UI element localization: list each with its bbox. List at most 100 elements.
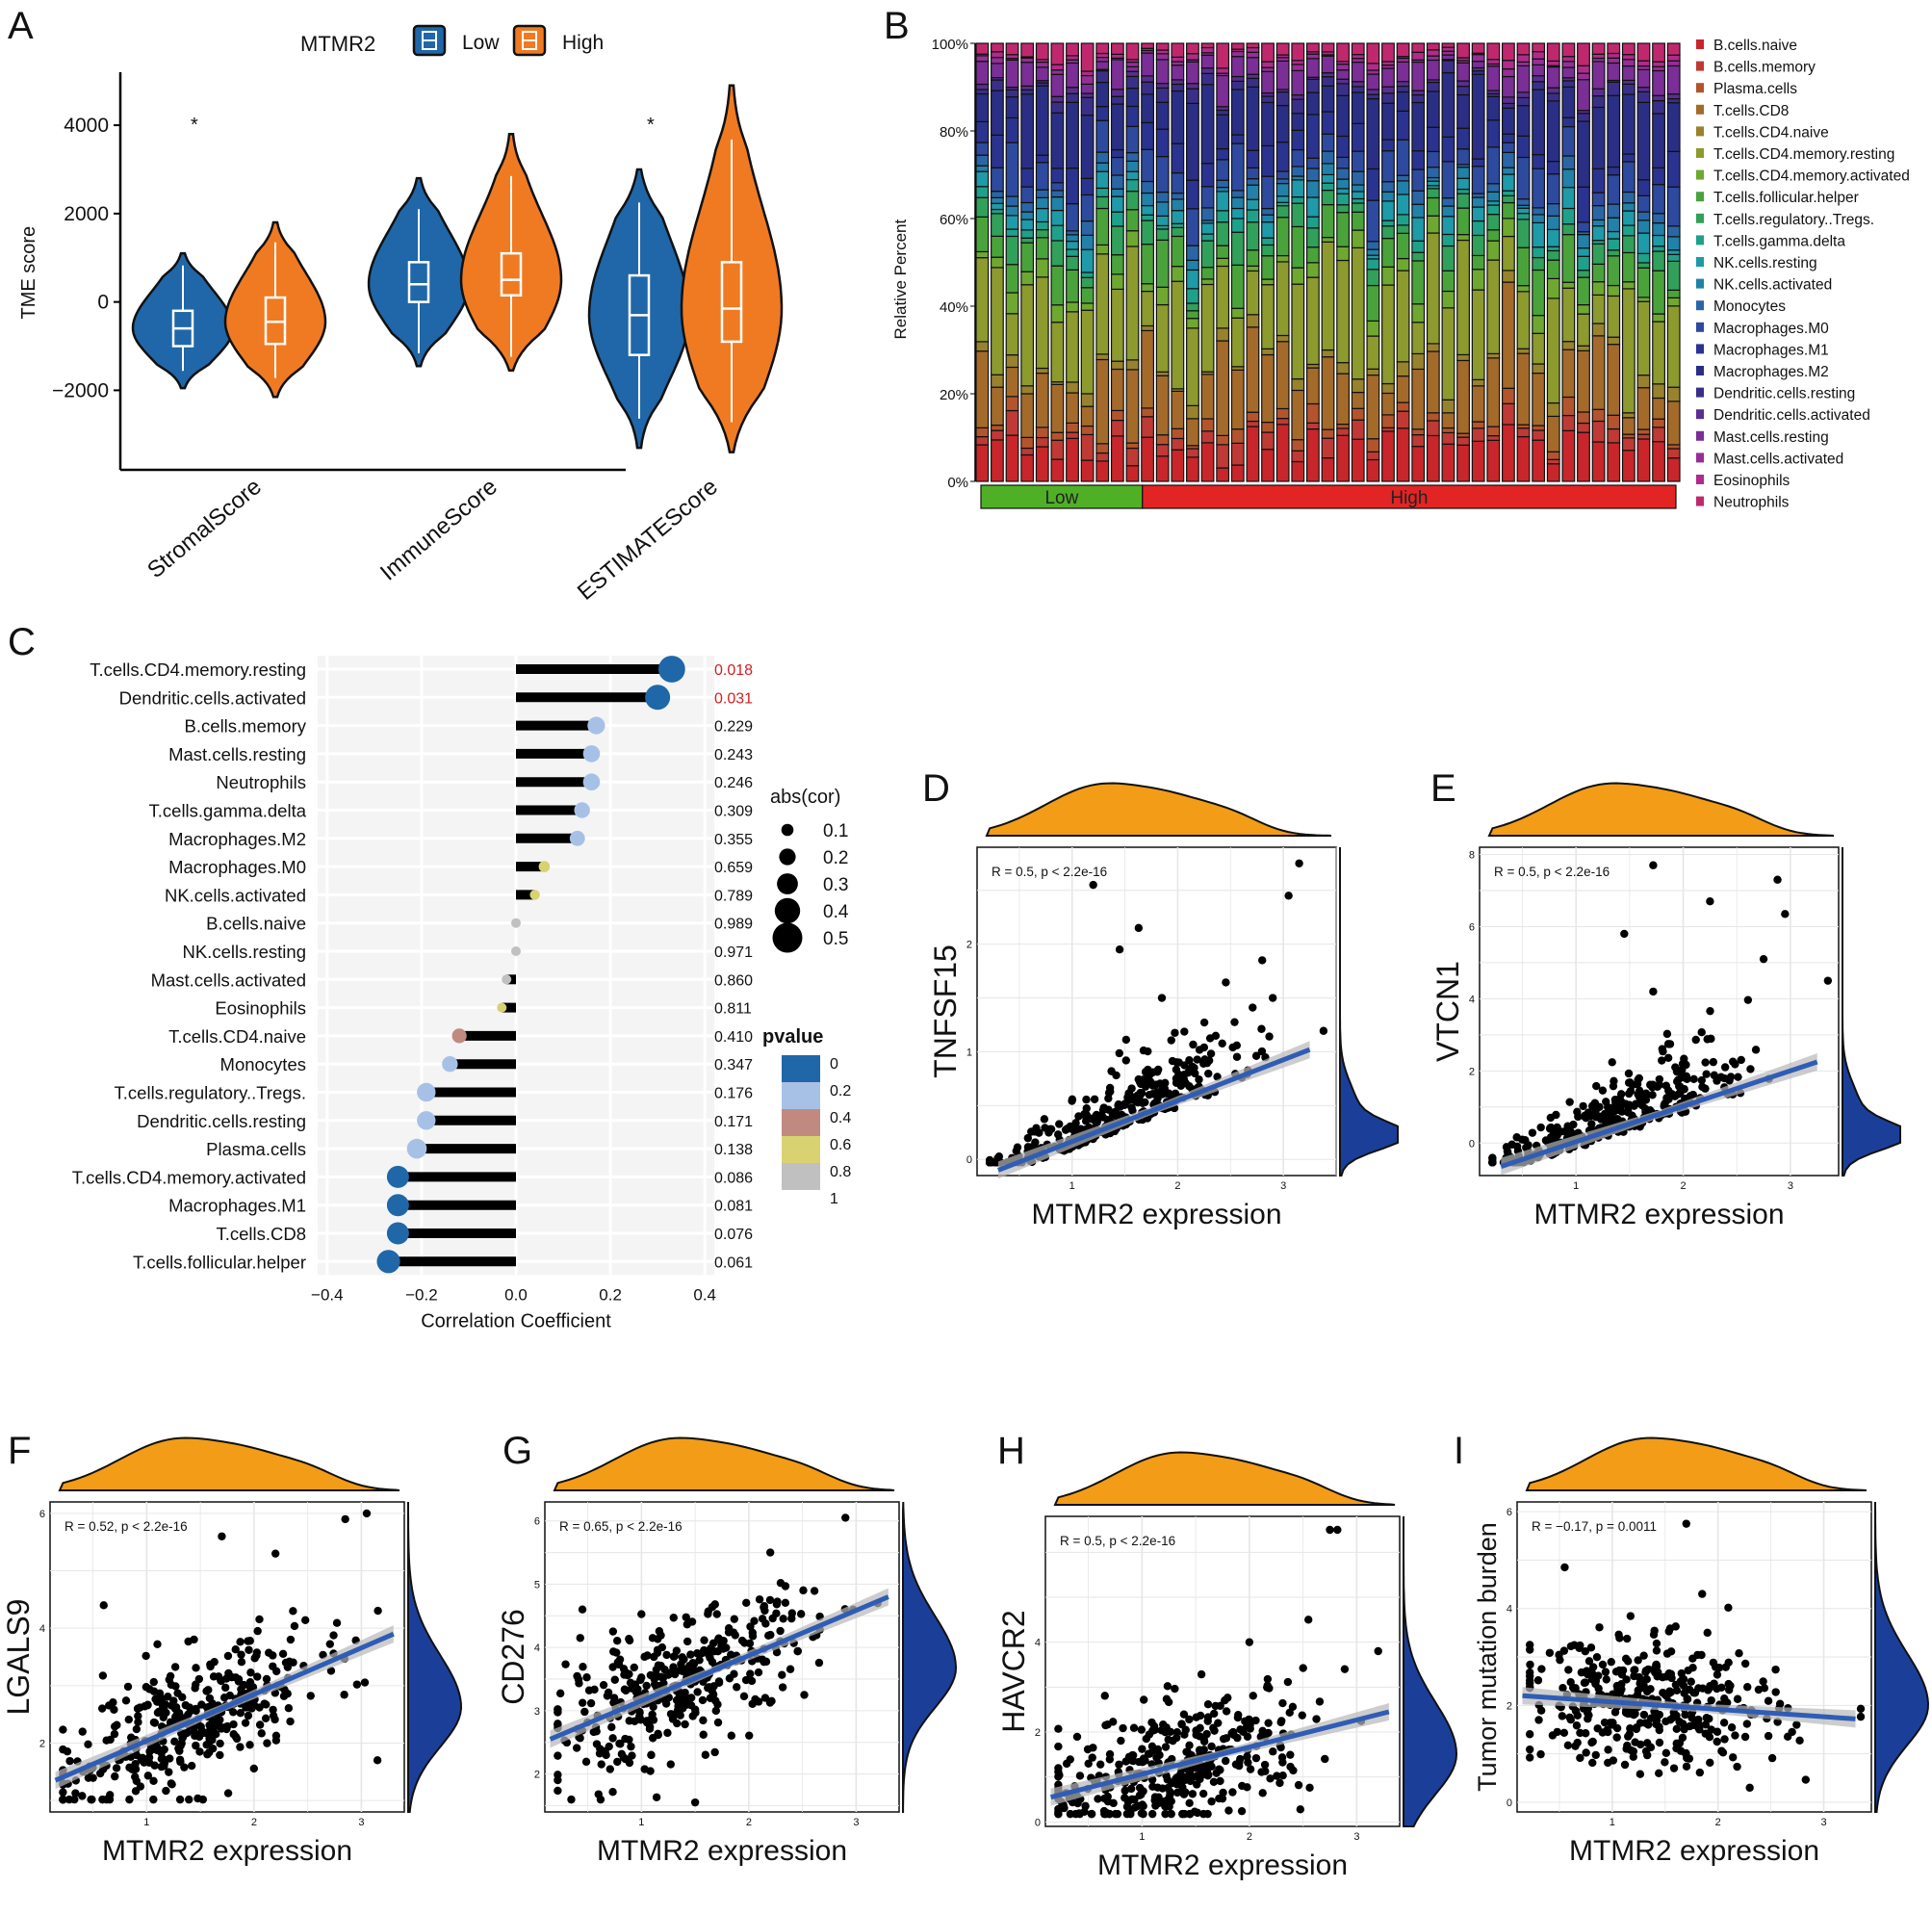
b-bar-segment <box>1456 177 1470 191</box>
scatter-point <box>1181 1772 1190 1782</box>
b-y-tick-label: 80% <box>940 124 968 141</box>
scatter-point <box>1199 1043 1209 1052</box>
b-bar-segment <box>1652 427 1665 443</box>
scatter-point <box>730 1615 739 1623</box>
b-bar-segment <box>1366 93 1380 100</box>
scatter-point <box>668 1715 678 1723</box>
scatter-point <box>709 1647 718 1656</box>
c-size-legend-dot <box>772 922 803 953</box>
scatter-y-title: CD276 <box>496 1609 530 1705</box>
scatter-point <box>89 1773 97 1782</box>
b-bar-segment <box>1005 228 1019 238</box>
b-bar-segment <box>1501 387 1515 404</box>
scatter-point <box>1233 1733 1242 1743</box>
scatter-point <box>1067 1125 1075 1133</box>
a-x-tick-label: StromalScore <box>142 474 267 583</box>
scatter-point <box>781 1598 790 1608</box>
b-bar-segment <box>1305 58 1320 78</box>
b-bar-segment <box>1230 207 1245 220</box>
scatter-point <box>1663 1053 1673 1063</box>
b-bar-segment <box>1171 210 1185 224</box>
b-bar-segment <box>1607 217 1621 233</box>
c-lollipop-dot <box>569 830 585 846</box>
b-bar-segment <box>1066 234 1079 243</box>
scatter-point <box>218 1532 226 1540</box>
scatter-point <box>1623 1741 1632 1750</box>
b-bar-segment <box>1636 232 1651 254</box>
b-bar-segment <box>1035 372 1049 428</box>
b-bar-segment <box>1456 188 1470 194</box>
scatter-x-title: MTMR2 expression <box>597 1835 847 1867</box>
b-bar-segment <box>1305 227 1320 248</box>
b-bar-segment <box>1366 451 1380 461</box>
scatter-point <box>97 1704 107 1713</box>
scatter-point <box>1632 1723 1641 1732</box>
b-bar-segment <box>1246 149 1260 168</box>
scatter-point <box>1178 1783 1187 1792</box>
scatter-point <box>1695 1725 1704 1734</box>
b-bar-segment <box>1366 73 1380 91</box>
b-bar-segment <box>1020 42 1035 58</box>
c-pvalue-label: 0.081 <box>714 1199 753 1215</box>
scatter-point <box>106 1735 115 1745</box>
scatter-point <box>1604 1746 1612 1754</box>
scatter-point <box>236 1638 245 1646</box>
b-bar-segment <box>1471 206 1485 222</box>
scatter-point <box>161 1700 169 1709</box>
scatter-point <box>617 1749 627 1759</box>
b-bar-segment <box>1305 246 1320 264</box>
scatter-point <box>1705 1714 1713 1723</box>
c-pvalue-label: 0.971 <box>714 944 753 961</box>
b-bar-segment <box>1246 77 1260 88</box>
scatter-point <box>1685 1754 1694 1763</box>
b-bar-segment <box>1532 89 1546 156</box>
scatter-point <box>710 1600 719 1609</box>
scatter-point <box>124 1715 133 1724</box>
b-bar-segment <box>1366 335 1380 370</box>
scatter-point <box>1288 1702 1298 1711</box>
scatter-point <box>695 1656 704 1665</box>
scatter-point <box>78 1792 87 1800</box>
scatter-point <box>1662 1029 1672 1039</box>
b-bar-segment <box>1095 69 1110 84</box>
b-bar-segment <box>1035 85 1049 156</box>
b-bar-segment <box>1652 321 1665 385</box>
b-bar-segment <box>1336 434 1351 482</box>
scatter-point <box>1588 1758 1597 1768</box>
b-bar-segment <box>1186 448 1199 458</box>
scatter-point <box>727 1731 736 1740</box>
b-bar-segment <box>1066 301 1079 313</box>
scatter-point <box>190 1726 198 1736</box>
b-bar-segment <box>1351 419 1365 440</box>
c-color-legend-swatch <box>782 1055 820 1082</box>
scatter-point <box>1115 1760 1123 1769</box>
scatter-point <box>1630 1671 1638 1681</box>
b-bar-segment <box>1110 211 1124 227</box>
b-bar-segment <box>1546 228 1560 247</box>
b-bar-segment <box>1607 94 1621 168</box>
b-bar-segment <box>1005 59 1019 89</box>
b-bar-segment <box>1577 247 1590 257</box>
scatter-y-tick-label: 2 <box>1035 1727 1041 1739</box>
scatter-point <box>739 1692 749 1701</box>
b-bar-segment <box>1666 225 1681 238</box>
b-bar-segment <box>1261 421 1275 433</box>
scatter-point <box>1767 1753 1777 1763</box>
scatter-point <box>352 1680 362 1689</box>
scatter-point <box>643 1651 652 1660</box>
b-bar-segment <box>1321 42 1335 53</box>
b-bar-segment <box>1607 42 1621 55</box>
b-bar-segment <box>1607 81 1621 96</box>
scatter-point <box>1139 1046 1148 1055</box>
b-bar-segment <box>1561 187 1576 210</box>
scatter-point <box>142 1651 150 1661</box>
scatter-point <box>654 1635 662 1643</box>
scatter-point <box>1199 1737 1209 1746</box>
scatter-point <box>171 1682 180 1691</box>
b-bar-segment <box>1110 420 1124 437</box>
b-bar-segment <box>1381 150 1395 183</box>
b-bar-segment <box>1066 255 1079 271</box>
b-bar-segment <box>1005 409 1019 436</box>
scatter-point <box>1702 1070 1711 1078</box>
